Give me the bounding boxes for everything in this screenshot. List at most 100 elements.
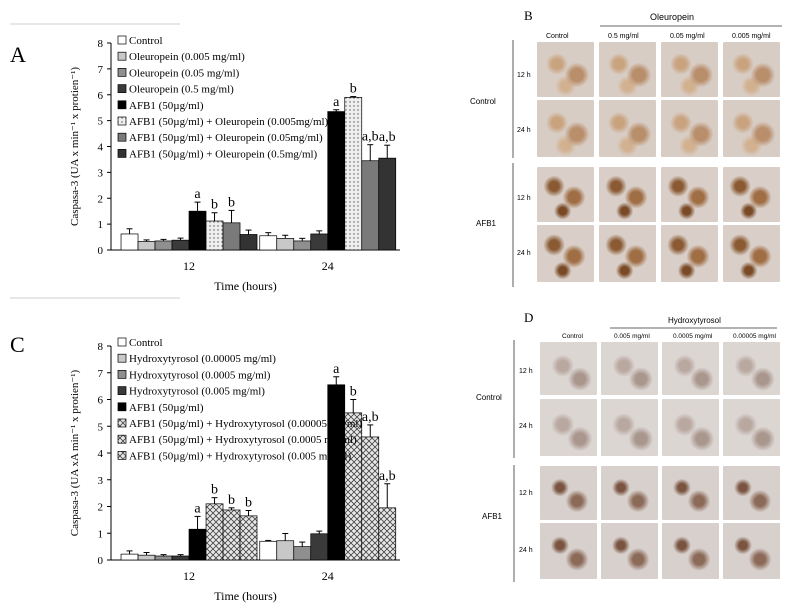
micrograph-b-r3-c1 bbox=[599, 225, 656, 282]
legend-swatch bbox=[117, 434, 127, 444]
legend-entry: Oleuropein (0.05 mg/ml) bbox=[129, 67, 240, 79]
y-axis-label: Caspasa-3 (UA xA min⁻¹ x protien⁻¹) bbox=[69, 369, 81, 536]
bar bbox=[361, 160, 380, 251]
bar bbox=[222, 222, 241, 251]
bar bbox=[171, 239, 190, 251]
y-tick-label: 6 bbox=[98, 90, 104, 102]
bar bbox=[137, 241, 156, 251]
legend-entry: Hydroxytyrosol (0.0005 mg/ml) bbox=[129, 369, 271, 381]
legend-swatch bbox=[117, 68, 127, 77]
micro-d-row-0: 12 h bbox=[519, 368, 533, 375]
legend-entry: AFB1 (50µg/ml) + Oleuropein (0.05mg/ml) bbox=[129, 132, 323, 144]
legend-entry: AFB1 (50µg/ml) + Oleuropein (0.5mg/ml) bbox=[129, 148, 318, 160]
micro-d-row-1: 24 h bbox=[519, 423, 533, 430]
x-tick-label: 24 bbox=[322, 569, 334, 583]
micrograph-b-r0-c2 bbox=[661, 42, 718, 97]
bar bbox=[293, 240, 312, 251]
significance-label: b bbox=[211, 483, 218, 498]
significance-label: b bbox=[245, 496, 252, 511]
legend-swatch bbox=[117, 402, 127, 412]
x-axis-label: Time (hours) bbox=[214, 589, 277, 603]
y-tick-label: 4 bbox=[98, 448, 104, 460]
significance-label: a,b bbox=[379, 130, 396, 145]
x-tick-label: 12 bbox=[183, 569, 195, 583]
legend-swatch bbox=[117, 337, 127, 347]
bar bbox=[188, 210, 207, 251]
legend-swatch bbox=[117, 353, 127, 363]
bar bbox=[259, 540, 278, 561]
micro-b-row-3: 24 h bbox=[517, 250, 531, 257]
y-tick-label: 8 bbox=[98, 38, 104, 50]
legend-entry: AFB1 (50µg/ml) + Oleuropein (0.005mg/ml) bbox=[129, 116, 329, 128]
bar bbox=[239, 234, 258, 251]
micrograph-b-r1-c3 bbox=[723, 100, 780, 157]
legend-swatch bbox=[117, 370, 127, 379]
micro-b-col-0: Control bbox=[546, 33, 569, 40]
significance-label: a bbox=[194, 187, 201, 202]
micro-d-col-3: 0.00005 mg/ml bbox=[733, 333, 777, 340]
micro-d-rowgroup-afb1: AFB1 bbox=[482, 512, 503, 521]
micro-b-row-1: 24 h bbox=[517, 127, 531, 134]
bar bbox=[276, 238, 295, 251]
micrograph-b-r0-c3 bbox=[723, 42, 780, 97]
micrograph-b-r0-c0 bbox=[537, 42, 594, 97]
legend-entry: Hydroxytyrosol (0.00005 mg/ml) bbox=[129, 353, 276, 365]
y-tick-label: 8 bbox=[98, 341, 104, 353]
micro-d-group-label: Hydroxytyrosol bbox=[668, 316, 721, 325]
x-axis-label: Time (hours) bbox=[214, 279, 277, 293]
micro-b-col-2: 0.05 mg/ml bbox=[670, 33, 705, 40]
legend-swatch bbox=[117, 100, 127, 110]
significance-label: b bbox=[350, 82, 357, 97]
micro-d-row-3: 24 h bbox=[519, 547, 533, 554]
legend-swatch bbox=[117, 51, 127, 61]
bar bbox=[205, 503, 224, 561]
micrograph-d-r3-c3 bbox=[723, 523, 780, 579]
bar bbox=[205, 220, 224, 251]
micro-d-col-2: 0.0005 mg/ml bbox=[673, 333, 713, 340]
legend-entry: AFB1 (50µg/ml) + Hydroxytyrosol (0.0005 … bbox=[129, 434, 357, 446]
legend-entry: Hydroxytyrosol (0.005 mg/ml) bbox=[129, 386, 265, 398]
micrograph-d-r1-c3 bbox=[723, 399, 780, 456]
micrograph-b-r1-c2 bbox=[661, 100, 718, 157]
micro-d-col-0: Control bbox=[562, 333, 584, 340]
bar bbox=[239, 515, 258, 561]
micro-b-row-2: 12 h bbox=[517, 195, 531, 202]
y-tick-label: 7 bbox=[98, 368, 104, 380]
y-tick-label: 4 bbox=[98, 142, 104, 154]
micrograph-d-r0-c2 bbox=[662, 342, 719, 395]
micrograph-d-r3-c1 bbox=[601, 523, 658, 579]
micrograph-d-r2-c1 bbox=[601, 466, 658, 520]
y-tick-label: 3 bbox=[98, 475, 104, 487]
panel-letter-a: A bbox=[10, 42, 26, 67]
micrograph-b-r0-c1 bbox=[599, 42, 656, 97]
micrograph-d-r3-c2 bbox=[662, 523, 719, 579]
micrograph-b-r3-c2 bbox=[661, 225, 718, 282]
significance-label: a,b bbox=[362, 130, 379, 145]
significance-label: b bbox=[228, 195, 235, 210]
x-tick-label: 12 bbox=[183, 259, 195, 273]
micrograph-b-r2-c3 bbox=[723, 167, 780, 222]
micrograph-d-r2-c0 bbox=[540, 466, 597, 520]
bar bbox=[378, 157, 397, 251]
bar bbox=[310, 233, 329, 251]
bar bbox=[327, 384, 346, 561]
y-tick-label: 1 bbox=[98, 219, 104, 231]
bar bbox=[222, 509, 241, 561]
significance-label: b bbox=[228, 493, 235, 508]
y-tick-label: 5 bbox=[98, 421, 104, 433]
micro-b-row-0: 12 h bbox=[517, 72, 531, 79]
legend-swatch bbox=[117, 149, 127, 158]
y-tick-label: 3 bbox=[98, 167, 104, 179]
bar bbox=[137, 554, 156, 561]
micrograph-b-r2-c0 bbox=[537, 167, 594, 222]
significance-label: a bbox=[333, 362, 340, 377]
panel-letter-d: D bbox=[524, 310, 533, 325]
legend-entry: AFB1 (50µg/ml) bbox=[129, 100, 204, 112]
micrograph-d-r3-c0 bbox=[540, 523, 597, 579]
micrograph-d-r2-c2 bbox=[662, 466, 719, 520]
micrograph-panel-b: Oleuropein Control 0.5 mg/ml 0.05 mg/ml … bbox=[470, 12, 782, 287]
micrograph-b-r2-c2 bbox=[661, 167, 718, 222]
legend-entry: AFB1 (50µg/ml) + Hydroxytyrosol (0.00005… bbox=[129, 418, 362, 430]
micro-d-rowgroup-control: Control bbox=[476, 393, 502, 402]
